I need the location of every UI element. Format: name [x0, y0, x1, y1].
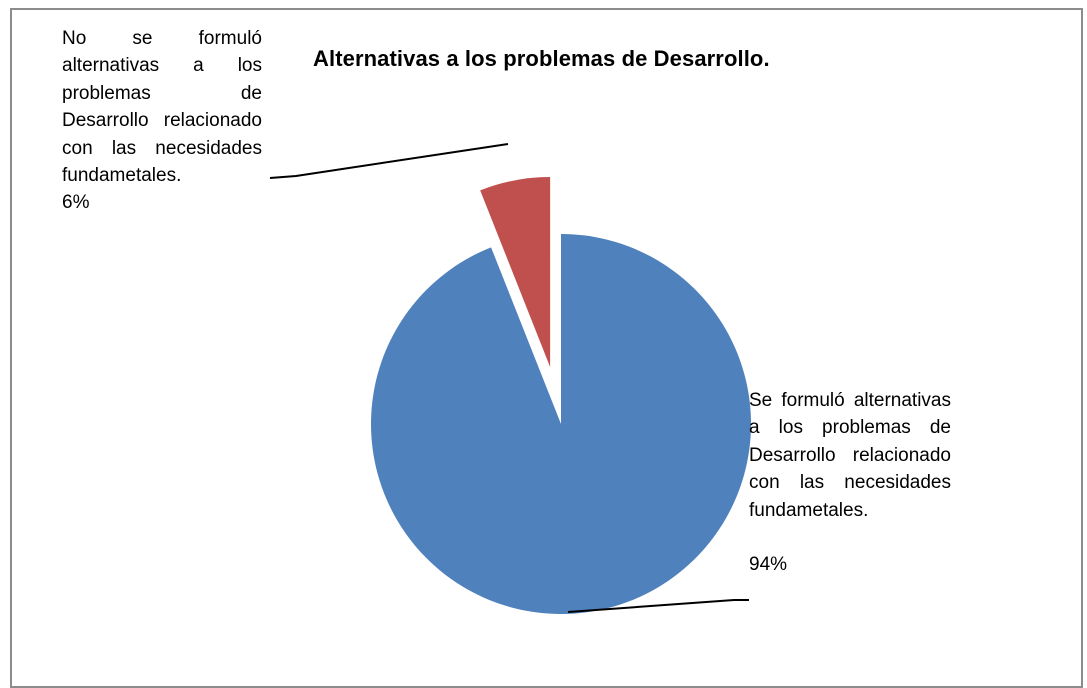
slice-percent: 6% [62, 192, 90, 214]
pie-slice-no-se-formulo [480, 177, 551, 368]
leader-line-se-formulo [567, 599, 749, 613]
slice-label-no-se-formulo: No se formuló alternativas a los problem… [62, 25, 262, 217]
pie-slices [371, 177, 752, 615]
slice-label-se-formulo: Se formuló alternativas a los problemas … [749, 387, 951, 578]
slice-label-text: Se formuló alternativas a los problemas … [749, 390, 951, 521]
leader-line-no-se-formulo [269, 143, 509, 179]
pie-slice-se-formulo [371, 234, 752, 615]
slice-percent: 94% [749, 554, 788, 576]
leader-lines [269, 143, 749, 613]
chart-title: Alternativas a los problemas de Desarrol… [313, 46, 770, 71]
slice-label-text: No se formuló alternativas a los problem… [62, 28, 262, 187]
